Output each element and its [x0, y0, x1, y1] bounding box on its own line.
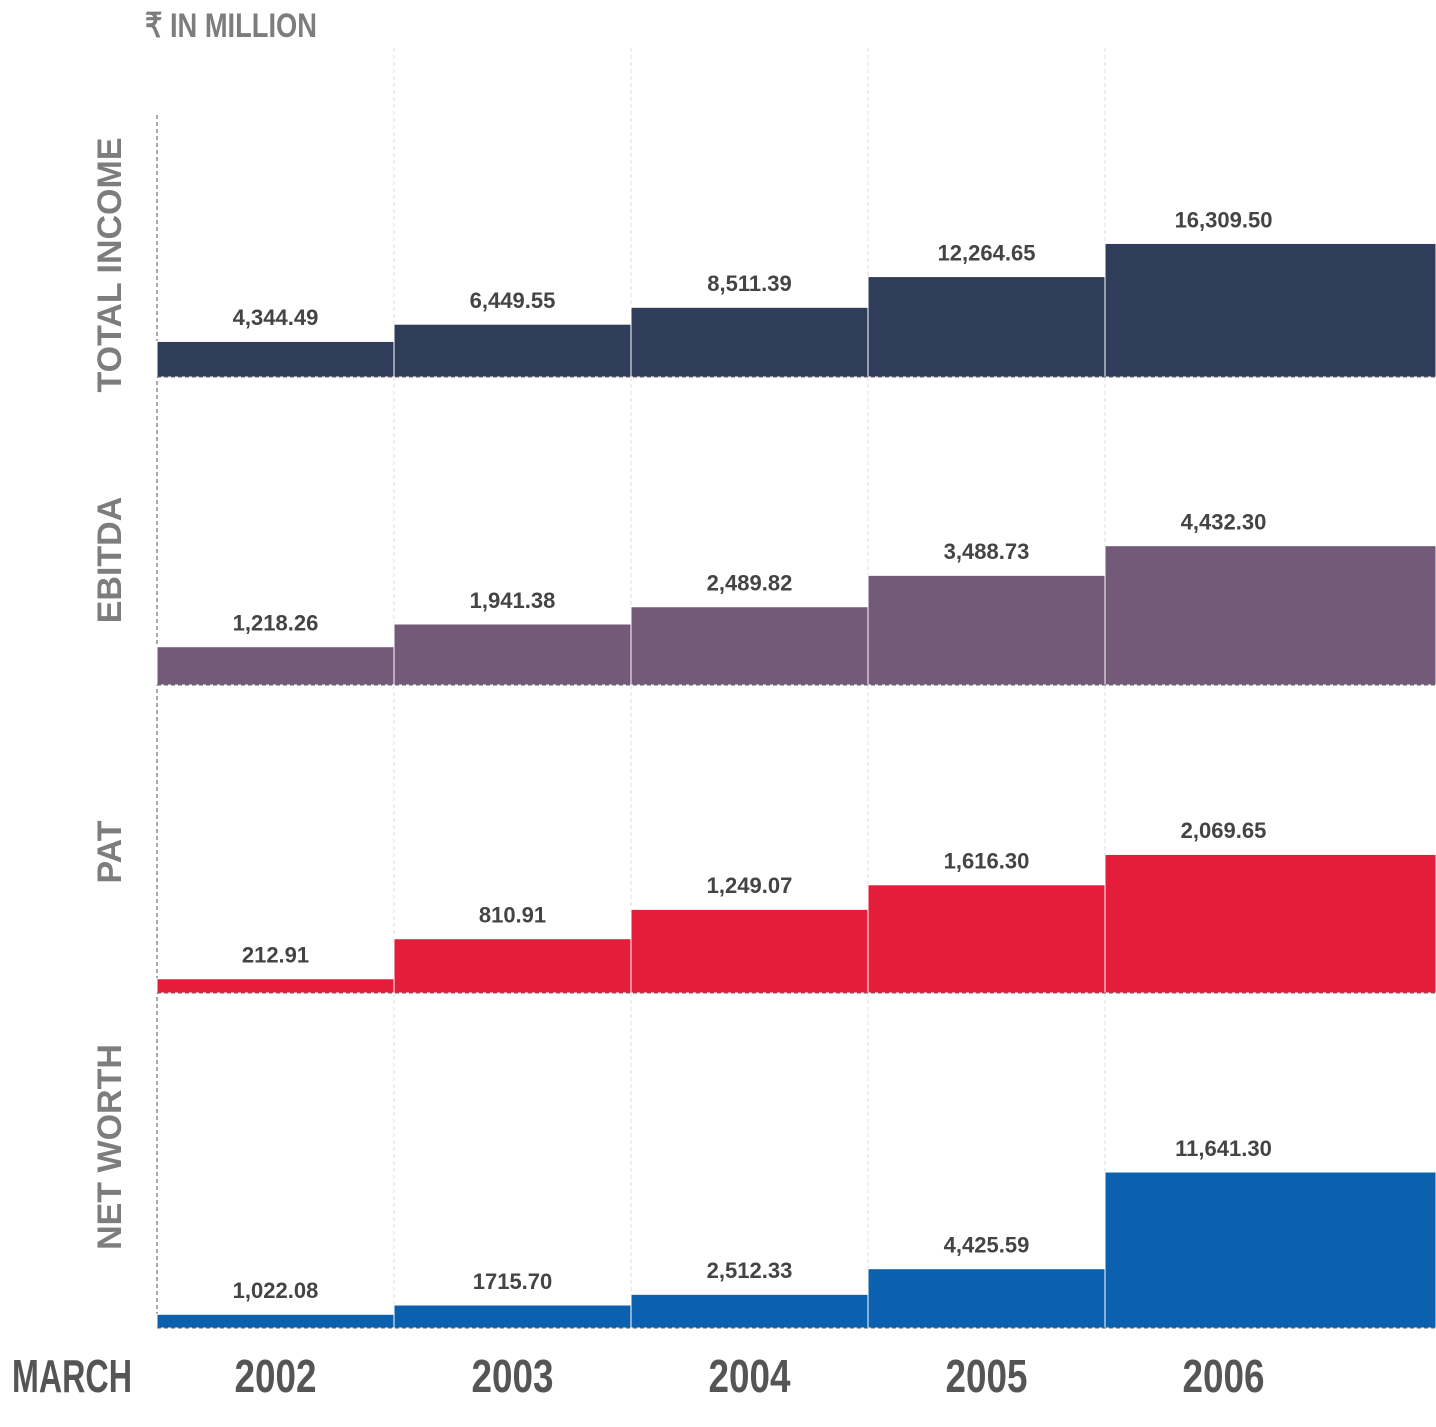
bar — [393, 1304, 632, 1329]
row-label: NET WORTH — [91, 1044, 129, 1250]
value-label: 2,512.33 — [707, 1258, 793, 1283]
bar — [630, 306, 869, 378]
x-tick-label: 2003 — [472, 1350, 554, 1402]
value-label: 1,941.38 — [470, 588, 556, 613]
bar — [630, 606, 869, 686]
bar — [1104, 853, 1436, 994]
row-label: EBITDA — [91, 497, 129, 624]
bar — [156, 1313, 395, 1329]
x-tick-label: 2005 — [946, 1350, 1028, 1402]
row-label: TOTAL INCOME — [91, 138, 129, 393]
bar — [156, 978, 395, 994]
x-tick-label: 2004 — [709, 1350, 791, 1402]
value-label: 6,449.55 — [470, 288, 556, 313]
x-tick-label: 2002 — [235, 1350, 317, 1402]
bar — [393, 323, 632, 378]
value-label: 1,616.30 — [944, 849, 1030, 874]
value-label: 11,641.30 — [1175, 1136, 1272, 1161]
value-label: 8,511.39 — [707, 271, 791, 296]
x-tick-label: 2006 — [1183, 1350, 1265, 1402]
bar — [156, 340, 395, 378]
bar — [630, 1293, 869, 1329]
value-label: 4,432.30 — [1181, 510, 1267, 535]
value-label: 212.91 — [242, 943, 309, 968]
row-label: PAT — [91, 820, 129, 883]
value-label: 2,069.65 — [1181, 818, 1267, 843]
value-label: 4,425.59 — [944, 1233, 1030, 1258]
value-label: 810.91 — [479, 903, 546, 928]
bar — [1104, 242, 1436, 378]
value-label: 3,488.73 — [944, 539, 1030, 564]
bar — [156, 646, 395, 686]
value-label: 16,309.50 — [1175, 207, 1273, 232]
bar — [867, 1268, 1106, 1329]
value-label: 12,264.65 — [938, 240, 1036, 265]
bar — [630, 908, 869, 994]
value-label: 1,218.26 — [233, 611, 319, 636]
bar — [867, 276, 1106, 378]
value-label: 2,489.82 — [707, 571, 793, 596]
value-label: 1,022.08 — [233, 1278, 319, 1303]
bar — [393, 623, 632, 686]
value-label: 4,344.49 — [233, 305, 319, 330]
bar — [867, 884, 1106, 994]
x-axis-label: MARCH — [12, 1350, 132, 1402]
bar — [867, 574, 1106, 686]
value-label: 1715.70 — [473, 1269, 553, 1294]
bar — [1104, 545, 1436, 686]
bar — [393, 938, 632, 994]
unit-label: ₹ IN MILLION — [145, 7, 317, 45]
value-label: 1,249.07 — [707, 873, 793, 898]
bar — [1104, 1171, 1436, 1329]
